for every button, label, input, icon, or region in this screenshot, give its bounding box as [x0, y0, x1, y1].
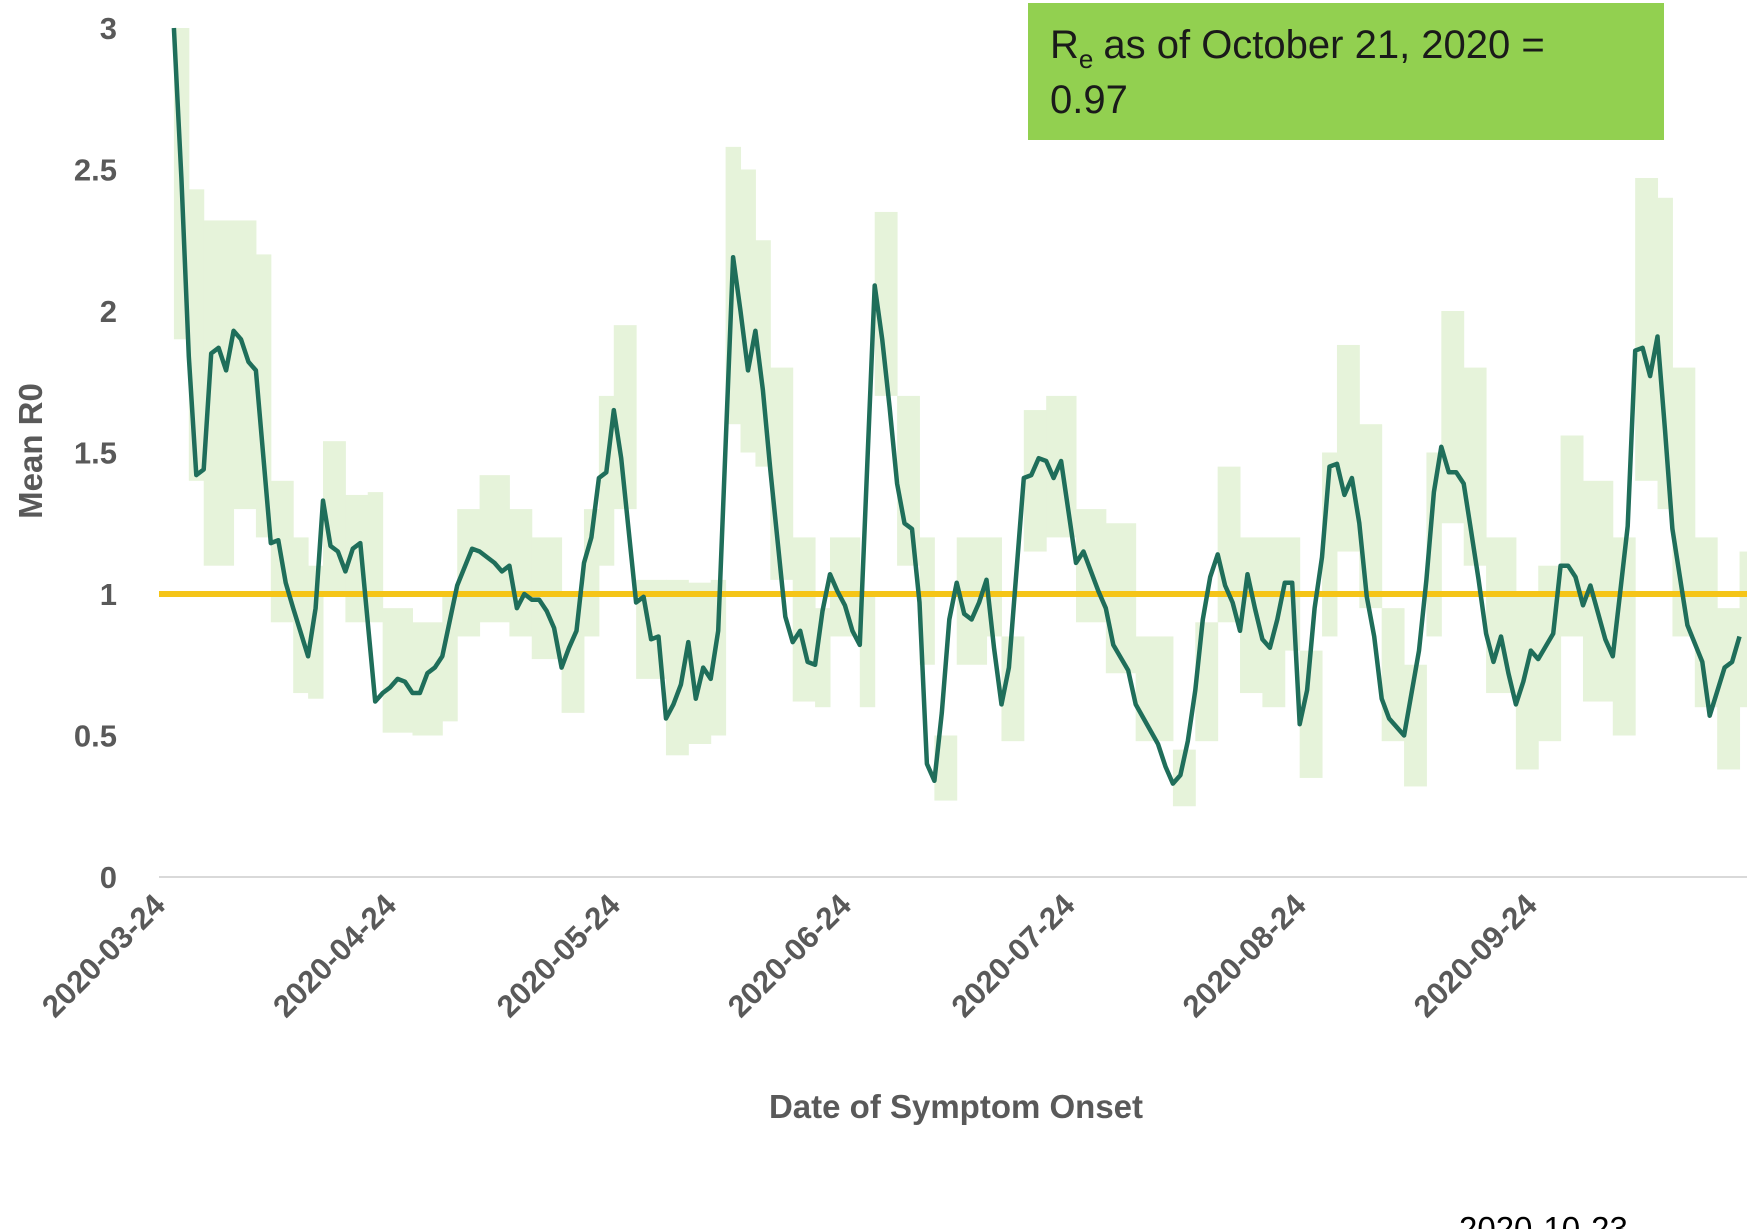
x-tick-label: 2020-09-24 — [1407, 887, 1544, 1024]
data-line — [171, 27, 1742, 786]
confidence-band — [1023, 410, 1047, 552]
confidence-band — [1486, 537, 1517, 694]
confidence-band — [233, 220, 257, 510]
confidence-band — [255, 254, 272, 538]
y-tick-label: 3 — [100, 11, 117, 46]
x-tick-label: 2020-06-24 — [721, 887, 858, 1024]
confidence-band — [770, 367, 794, 580]
confidence-band — [874, 211, 898, 396]
confidence-band — [1657, 197, 1673, 510]
y-tick-label: 2.5 — [74, 153, 117, 188]
x-tick-label: 2020-03-24 — [35, 887, 172, 1024]
y-tick-label: 2 — [100, 294, 117, 329]
confidence-band — [897, 395, 920, 566]
x-tick-label: 2020-05-24 — [490, 887, 627, 1024]
confidence-band — [479, 475, 510, 623]
annotation-value: 0.97 — [1050, 78, 1128, 122]
confidence-band — [1359, 424, 1383, 609]
y-tick-label: 0 — [100, 860, 117, 895]
confidence-band — [1463, 367, 1487, 566]
confidence-band — [934, 735, 958, 801]
x-tick-label: 2020-07-24 — [945, 887, 1082, 1024]
confidence-band — [1635, 177, 1659, 481]
y-tick-label: 1.5 — [74, 436, 117, 471]
confidence-band — [367, 492, 384, 623]
confidence-band — [1515, 594, 1539, 770]
confidence-band — [859, 594, 876, 708]
confidence-band — [308, 565, 324, 699]
y-axis-title: Mean R0 — [12, 383, 49, 519]
annotation-symbol: R — [1050, 23, 1079, 67]
confidence-band — [382, 608, 413, 733]
confidence-band — [919, 537, 935, 665]
confidence-band — [583, 509, 600, 637]
confidence-band — [710, 579, 727, 736]
x-tick-label: 2020-08-24 — [1176, 887, 1313, 1024]
annotation-subscript: e — [1079, 44, 1093, 74]
confidence-band — [1172, 749, 1196, 807]
y-tick-label: 1 — [100, 577, 117, 612]
confidence-band — [1426, 452, 1442, 637]
confidence-band — [1262, 537, 1286, 708]
confidence-band — [293, 537, 309, 694]
confidence-band — [188, 189, 205, 481]
confidence-band — [1299, 650, 1323, 778]
confidence-band — [1441, 311, 1465, 524]
annotation-box — [1028, 3, 1664, 140]
confidence-band — [1739, 551, 1747, 708]
confidence-band — [457, 509, 481, 637]
confidence-band — [740, 169, 756, 453]
confidence-band — [442, 594, 458, 722]
date-stamp: 2020-10-23 — [1459, 1210, 1628, 1229]
annotation-text: as of October 21, 2020 = — [1103, 23, 1544, 67]
x-axis-title: Date of Symptom Onset — [769, 1088, 1143, 1125]
confidence-band — [1717, 608, 1741, 770]
confidence-band — [792, 537, 816, 702]
confidence-band — [1105, 523, 1137, 674]
confidence-band — [1336, 344, 1360, 552]
confidence-band — [1612, 537, 1636, 736]
y-tick-label: 0.5 — [74, 719, 117, 754]
confidence-band — [1560, 435, 1584, 637]
x-tick-label: 2020-04-24 — [266, 887, 403, 1024]
confidence-band — [1135, 636, 1174, 742]
confidence-band — [688, 582, 712, 744]
annotation: Re as of October 21, 2020 = — [1050, 23, 1545, 74]
